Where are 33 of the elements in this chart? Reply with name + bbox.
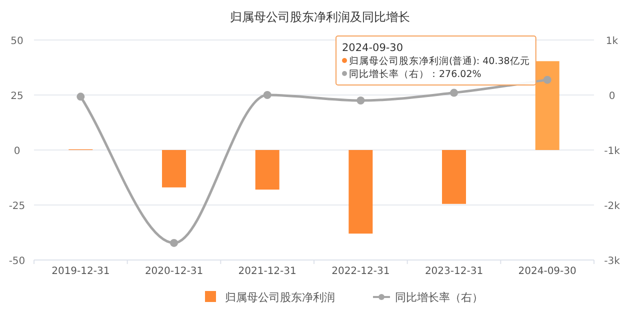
legend-label: 归属母公司股东净利润: [225, 291, 335, 304]
x-tick-label: 2024-09-30: [518, 266, 576, 277]
bar: [535, 61, 560, 150]
point: [450, 88, 458, 97]
x-tick-label: 2021-12-31: [238, 266, 296, 277]
y2-tick-label: -3k: [604, 256, 620, 267]
annotation: 归属母公司股东净利润(普通): 40.38亿元: [349, 55, 530, 67]
bar: [442, 150, 466, 204]
x-tick-label: 2019-12-31: [52, 266, 110, 277]
y-tick-label: -25: [8, 201, 26, 212]
point: [170, 238, 178, 247]
point: [356, 96, 365, 104]
x-tick-label: 2022-12-31: [332, 266, 390, 277]
bar: [162, 150, 186, 188]
point: [543, 76, 552, 84]
point: [263, 91, 272, 99]
x-tick-label: 2020-12-31: [144, 266, 204, 277]
y2-tick-label: 1k: [606, 36, 618, 47]
y2-tick-label: 0: [608, 91, 616, 102]
legend-label: 同比增长率（右）: [395, 291, 483, 304]
y2-tick-label: -1k: [604, 146, 620, 157]
point: [76, 92, 85, 101]
bar: [255, 150, 280, 190]
y-tick-label: 0: [14, 146, 20, 157]
y-tick-label: 25: [10, 91, 24, 102]
y-tick-label: 50: [10, 36, 24, 47]
annotation: 2024-09-30: [342, 42, 404, 54]
chart-title: 归属母公司股东净利润及同比增长: [230, 10, 410, 24]
x-tick-label: 2023-12-31: [424, 266, 484, 277]
annotation: 同比增长率（右）：276.02%: [349, 68, 482, 80]
y2-tick-label: -2k: [604, 201, 620, 212]
bar: [348, 150, 373, 234]
y-tick-label: -50: [8, 256, 26, 267]
